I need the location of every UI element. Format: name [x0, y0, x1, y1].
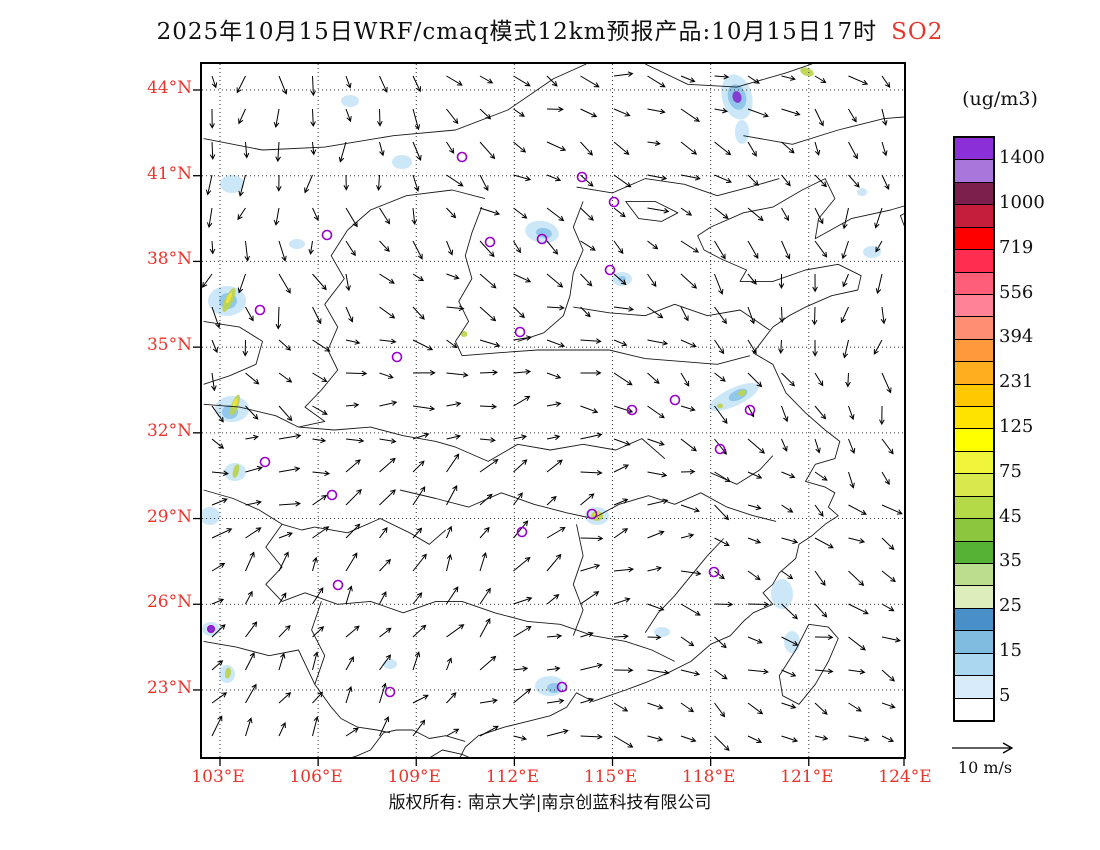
- colorbar-segment: [955, 429, 993, 452]
- latlon-grid: [202, 64, 904, 757]
- lat-tick-label: 44°N: [146, 78, 192, 98]
- colorbar-level-label: 75: [999, 460, 1022, 482]
- station-marker: [714, 443, 726, 455]
- station-marker: [708, 566, 720, 578]
- station-marker: [608, 196, 620, 208]
- colorbar-segment: [955, 631, 993, 654]
- lon-tick-label: 103°E: [191, 767, 245, 787]
- lat-tick-label: 29°N: [146, 506, 192, 527]
- colorbar-level-label: 556: [999, 281, 1034, 303]
- colorbar-segment: [955, 205, 993, 228]
- lat-tick-label: 35°N: [146, 335, 192, 356]
- colorbar-segment: [955, 339, 993, 363]
- lon-tick-label: 112°E: [485, 767, 540, 787]
- colorbar-level-label: 15: [999, 639, 1022, 661]
- colorbar-segment: [955, 541, 993, 565]
- colorbar-segment: [955, 451, 993, 475]
- lat-tick-label: 26°N: [146, 592, 192, 613]
- station-marker: [332, 579, 344, 591]
- colorbar-unit-label: (ug/m3): [962, 88, 1038, 110]
- station-marker-filled: [207, 625, 215, 633]
- figure-title-text: 2025年10月15日WRF/cmaq模式12km预报产品:10月15日17时: [156, 19, 878, 45]
- map-content: [202, 64, 904, 757]
- station-marker: [259, 456, 271, 468]
- station-marker: [669, 394, 681, 406]
- lat-tick-label: 23°N: [146, 677, 192, 698]
- station-marker: [576, 171, 588, 183]
- lon-tick-label: 109°E: [387, 767, 441, 787]
- station-marker: [514, 326, 526, 338]
- station-marker: [326, 489, 338, 501]
- colorbar-segment: [955, 676, 993, 699]
- colorbar-segment: [955, 384, 993, 408]
- figure-title: 2025年10月15日WRF/cmaq模式12km预报产品:10月15日17时 S…: [0, 12, 1100, 46]
- station-marker: [604, 264, 616, 276]
- colorbar: [953, 136, 995, 722]
- station-marker: [456, 151, 468, 163]
- concentration-patches: [202, 67, 881, 696]
- colorbar-segment: [955, 160, 993, 183]
- colorbar-segment: [955, 564, 993, 587]
- station-marker: [536, 233, 548, 245]
- lat-tick-label: 32°N: [146, 420, 192, 441]
- city-markers: [207, 151, 756, 698]
- lon-tick-label: 106°E: [289, 767, 343, 787]
- colorbar-segment: [955, 250, 993, 273]
- station-marker: [254, 304, 266, 316]
- map-panel: [193, 62, 906, 766]
- colorbar-level-label: 5: [999, 684, 1011, 706]
- station-marker: [484, 236, 496, 248]
- copyright-footer: 版权所有: 南京大学|南京创蓝科技有限公司: [388, 793, 712, 813]
- colorbar-segment: [955, 519, 993, 542]
- colorbar-level-label: 1400: [999, 147, 1045, 169]
- lon-tick-label: 121°E: [780, 767, 834, 787]
- colorbar-level-label: 719: [999, 236, 1034, 258]
- colorbar-segment: [955, 496, 993, 520]
- station-marker: [626, 404, 638, 416]
- axis-ticks: [193, 89, 905, 766]
- station-marker: [586, 508, 598, 520]
- station-marker: [516, 526, 528, 538]
- colorbar-segment: [955, 272, 993, 295]
- station-marker: [321, 229, 333, 241]
- colorbar-level-label: 1000: [999, 192, 1045, 214]
- colorbar-segment: [955, 362, 993, 385]
- colorbar-level-label: 394: [999, 326, 1034, 348]
- station-marker: [744, 404, 756, 416]
- colorbar-level-label: 35: [999, 550, 1022, 572]
- colorbar-segment: [955, 407, 993, 430]
- lon-tick-label: 118°E: [682, 767, 736, 787]
- colorbar-segment: [955, 182, 993, 206]
- colorbar-segment: [955, 227, 993, 251]
- wind-scale-label: 10 m/s: [957, 758, 1013, 777]
- colorbar-segment: [955, 586, 993, 609]
- station-marker: [556, 681, 568, 693]
- colorbar-segment: [955, 138, 993, 161]
- colorbar-segment: [955, 698, 993, 720]
- colorbar-level-label: 25: [999, 595, 1022, 617]
- map-svg: [193, 64, 905, 766]
- colorbar-segment: [955, 608, 993, 632]
- colorbar-segment: [955, 317, 993, 340]
- wind-reference-arrow: [952, 742, 1014, 754]
- station-marker: [391, 351, 403, 363]
- colorbar-segment: [955, 294, 993, 318]
- species-label: SO2: [891, 19, 944, 45]
- colorbar-level-label: 45: [999, 505, 1022, 527]
- lon-tick-label: 115°E: [583, 767, 638, 787]
- coast-and-province-boundaries: [203, 64, 904, 757]
- colorbar-segment: [955, 474, 993, 497]
- colorbar-level-label: 125: [999, 416, 1034, 437]
- colorbar-level-label: 231: [999, 371, 1034, 393]
- station-marker: [384, 686, 396, 698]
- lon-tick-label: 124°E: [878, 767, 932, 787]
- wind-vector-field: [202, 71, 903, 752]
- lat-tick-label: 38°N: [146, 249, 192, 270]
- colorbar-segment: [955, 653, 993, 677]
- lat-tick-label: 41°N: [146, 163, 192, 184]
